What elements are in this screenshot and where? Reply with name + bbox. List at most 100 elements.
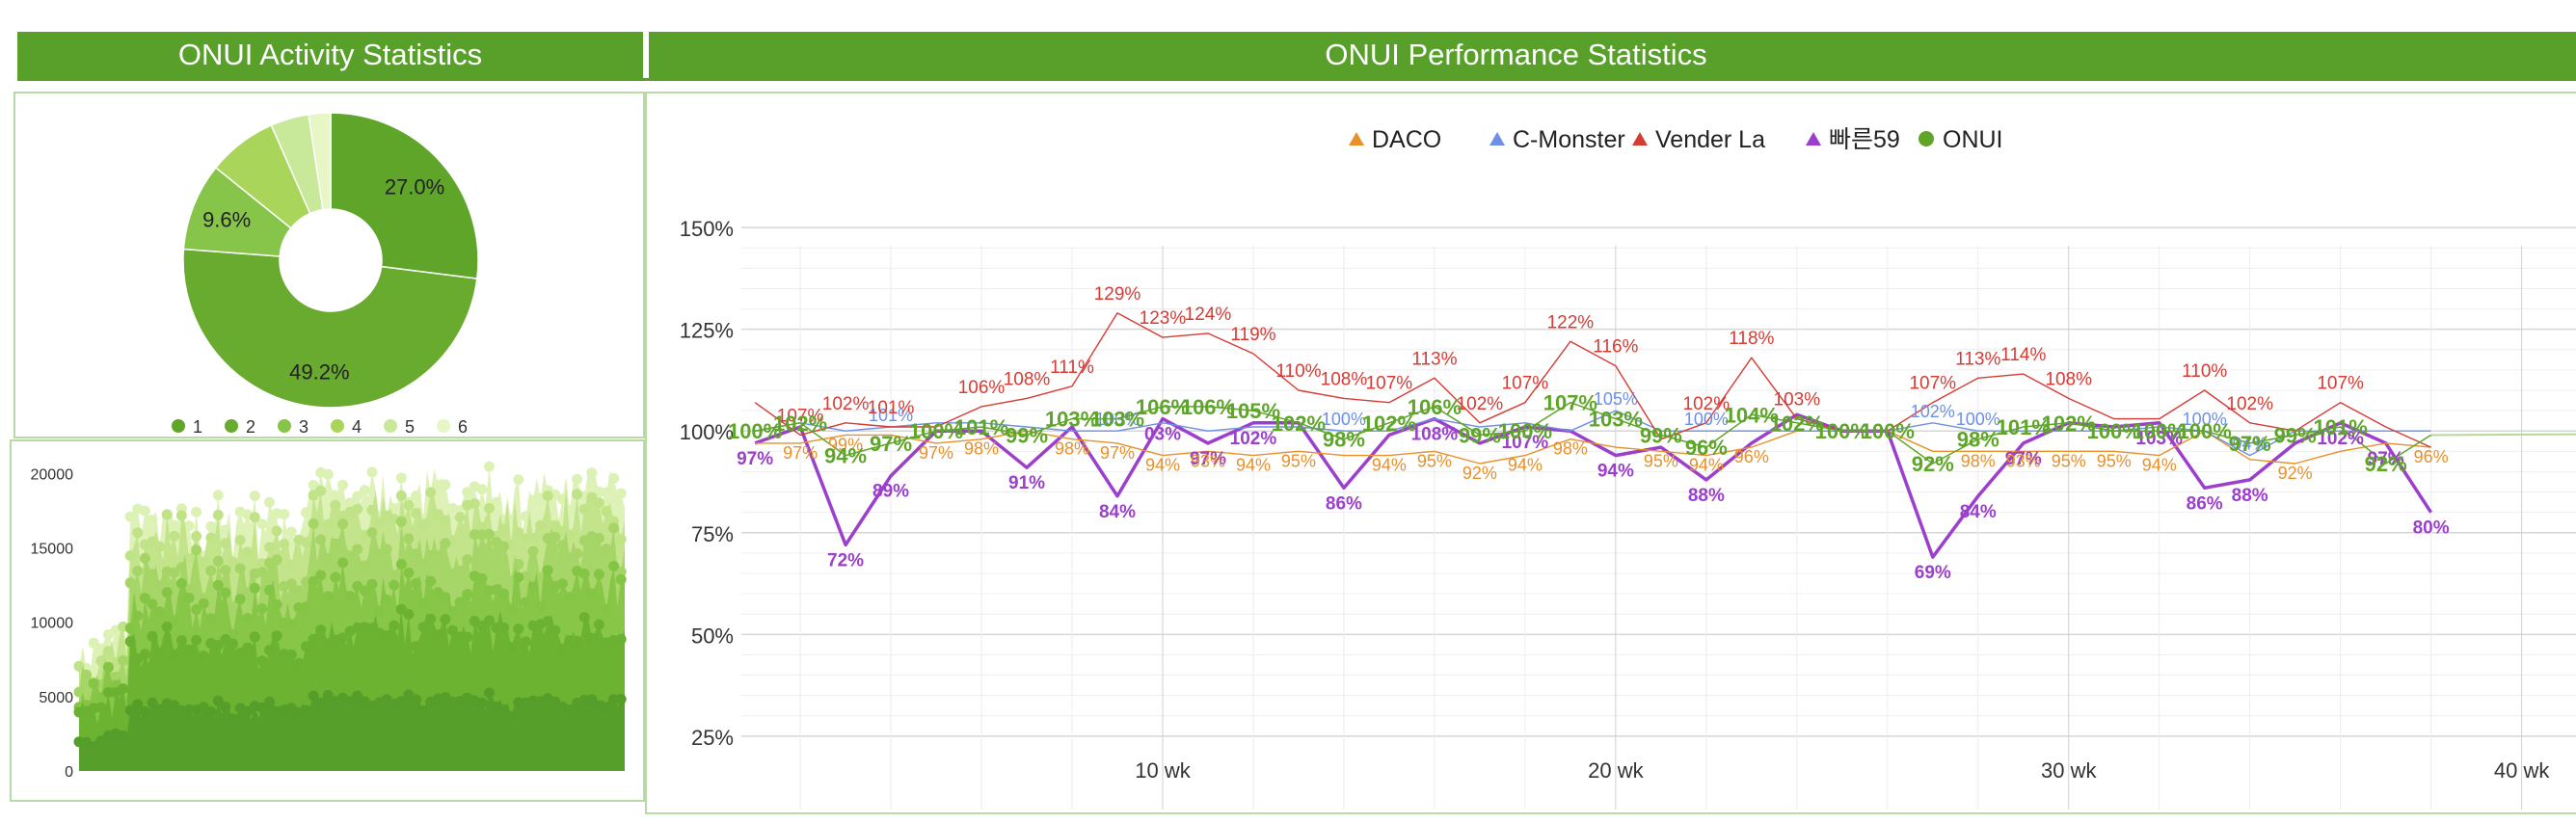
area-point [132,566,144,576]
area-point [95,702,107,713]
data-label: 97% [2368,449,2404,469]
data-label: 102% [1230,429,1277,449]
pie-slice-label: 27.0% [385,174,444,199]
area-point [403,499,415,511]
area-point [615,694,627,704]
area-point [454,512,466,523]
area-point [586,632,598,644]
data-label: 94% [2233,435,2267,454]
area-point [344,550,356,562]
area-point [212,579,224,591]
legend-label: ONUI [1943,126,2003,153]
data-label: 94% [1597,462,1634,482]
data-label: 03% [1144,425,1181,445]
legend-dot-4 [331,419,344,433]
data-label: 96% [2414,447,2449,466]
area-point [169,519,180,531]
data-label: 98% [1553,439,1588,459]
data-label: 104% [1725,403,1779,427]
area-point [542,491,553,501]
area-point [249,582,260,594]
xtick-label: 30 wk [2041,758,2097,783]
area-point [242,546,254,558]
data-label: 100% [2183,410,2227,429]
xtick-label: 20 wk [1588,758,1644,783]
area-point [578,612,590,623]
area-point [285,649,297,660]
area-point [212,640,224,650]
legend-label: DACO [1372,126,1441,153]
area-point [491,496,502,508]
area-point [395,516,407,527]
area-point [147,515,158,525]
area-point [513,527,524,539]
area-point [315,624,327,636]
data-label: 99% [1459,423,1501,447]
area-point [124,636,136,648]
area-point [527,545,539,557]
area-point [285,578,297,590]
data-label: 103% [1090,408,1144,432]
area-point [615,566,627,577]
pie-slice-label: 9.6% [202,207,251,231]
data-label: 102% [773,412,827,436]
area-point [169,700,180,711]
area-point [154,606,166,618]
area-ytick-label: 10000 [31,616,74,632]
data-label: 124% [1185,305,1232,325]
area-point [242,613,254,624]
area-point [359,585,370,597]
area-point [366,527,378,538]
legend-label: 빠른59 [1829,126,1900,153]
data-label: 106% [1136,395,1190,419]
data-label: 96% [1685,436,1728,460]
legend-dot-1 [172,419,185,433]
data-label: 129% [1094,284,1141,305]
area-point [256,518,268,530]
data-label: 100% [2178,419,2232,443]
area-point [572,489,583,500]
area-point [118,654,129,666]
area-point [228,556,238,568]
area-ytick-label: 0 [65,764,73,781]
area-point [615,573,627,585]
area-point [279,509,290,520]
data-label: 86% [2187,493,2223,514]
area-point [366,504,378,516]
area-point [352,544,363,555]
data-label: 107% [777,406,824,426]
area-point [425,613,437,624]
area-point [220,538,231,549]
data-label: 91% [1008,473,1045,493]
area-point [564,592,576,602]
series-line-C-Monster [754,410,2431,457]
data-label: 99% [828,435,863,454]
area-point [175,510,187,521]
data-label: 106% [1408,395,1462,419]
area-point [374,605,385,617]
series-line-Vender La [754,312,2431,448]
area-point [476,484,488,495]
area-point [593,497,604,509]
data-label: 108% [1411,425,1459,445]
area-point [586,694,598,705]
area-point [381,594,392,605]
area-ytick-label: 20000 [31,466,74,483]
data-label: 98% [964,439,999,459]
data-label: 100% [1815,419,1869,443]
data-label: 92% [1462,464,1497,483]
area-point [615,488,627,499]
area-point [476,572,488,584]
data-label: 123% [1140,308,1187,329]
area-point [389,579,400,591]
area-point [234,648,246,658]
area-point [411,577,421,589]
area-point [301,601,311,613]
area-point [550,531,561,543]
data-label: 97% [2005,449,2042,469]
data-label: 103% [1589,408,1643,432]
area-point [352,491,363,502]
area-point [139,649,150,660]
area-point [88,637,99,649]
area-point [447,606,458,617]
